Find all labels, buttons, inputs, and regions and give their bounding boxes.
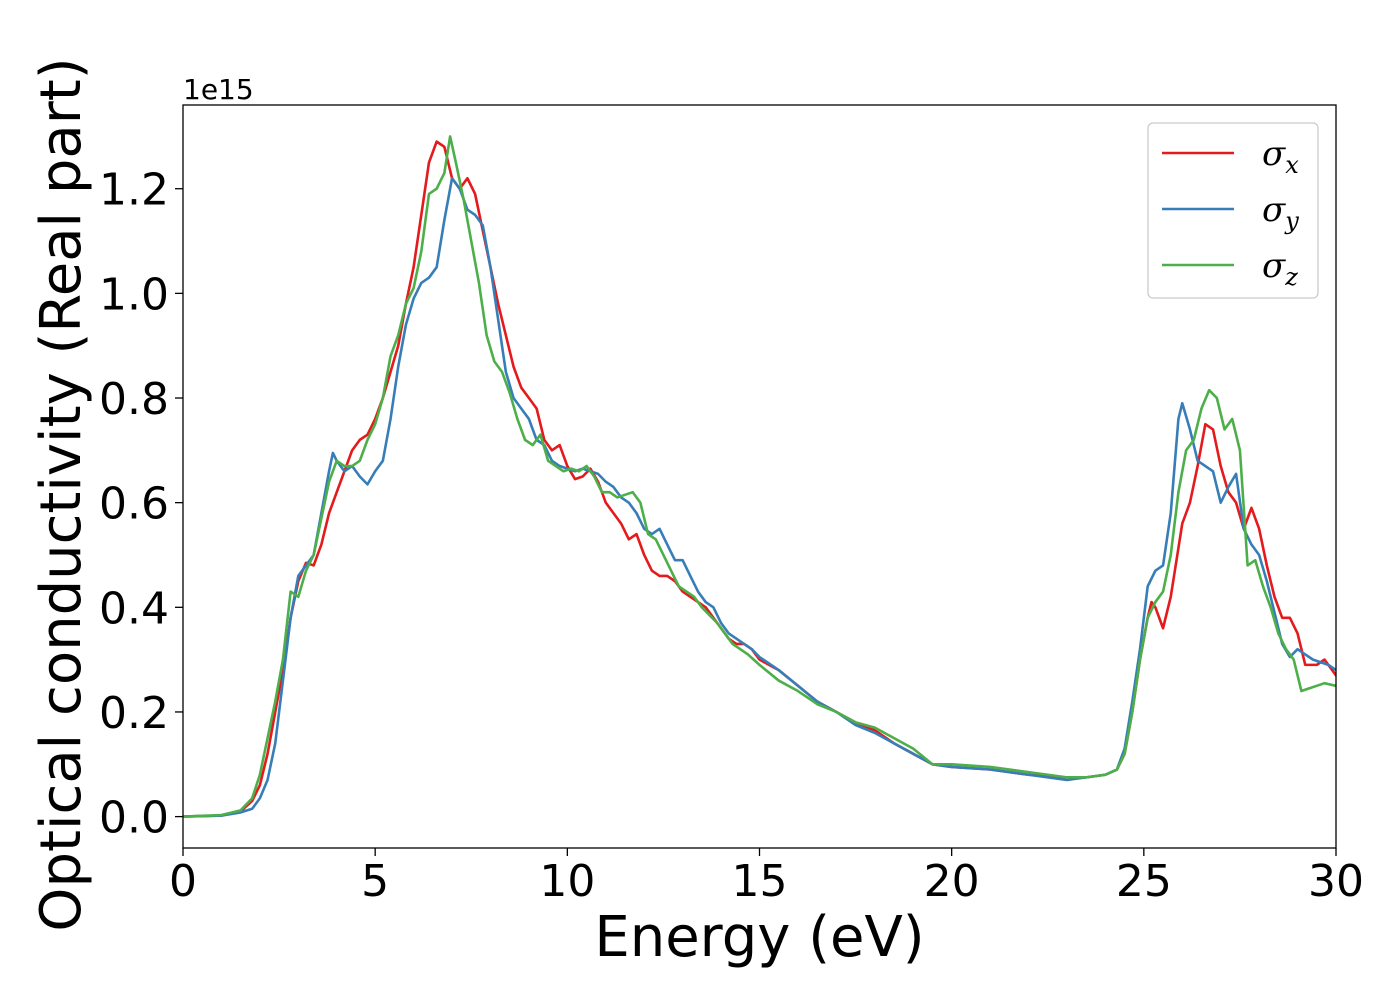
legend-label-sigma-y: σy [1262,190,1299,235]
y-tick-label: 0.4 [99,583,169,634]
legend-box [1147,122,1319,299]
y-offset-label: 1e15 [183,73,254,106]
y-tick-label: 0.6 [99,479,169,530]
y-axis-title: Optical conductivity (Real part) [29,57,94,931]
legend-label-sigma-z: σz [1262,246,1298,291]
x-tick-label: 25 [1116,856,1172,907]
series-line-sigma-z [183,135,1336,818]
y-tick-label: 0.0 [99,793,169,844]
x-tick-label: 0 [169,856,197,907]
y-tick-label: 0.8 [99,374,169,425]
x-tick-label: 20 [924,856,980,907]
series-lines [183,135,1336,818]
legend-label-sigma-x: σx [1262,134,1299,179]
series-line-sigma-y [183,176,1336,818]
x-tick-label: 5 [361,856,389,907]
y-tick-label: 1.2 [99,165,169,216]
x-axis-ticks: 0 5 10 15 20 25 30 [169,848,1364,907]
y-tick-label: 1.0 [99,269,169,320]
x-tick-label: 15 [732,856,788,907]
x-axis-title: Energy (eV) [594,905,924,970]
x-tick-label: 10 [539,856,595,907]
series-line-sigma-x [183,140,1336,818]
legend: σx σy σz [1147,122,1319,299]
y-axis-ticks: 0.0 0.2 0.4 0.6 0.8 1.0 1.2 [99,165,183,844]
y-tick-label: 0.2 [99,688,169,739]
x-tick-label: 30 [1308,856,1364,907]
